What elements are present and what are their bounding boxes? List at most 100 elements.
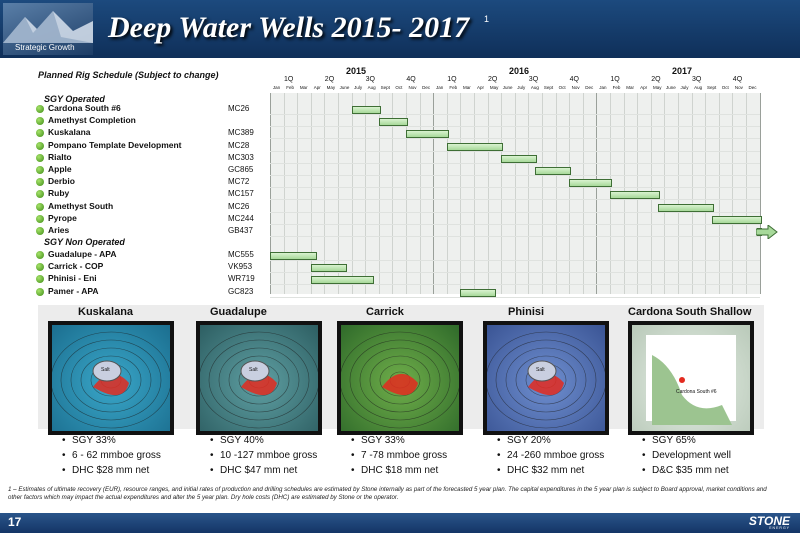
well-name: Phinisi - Eni (48, 273, 97, 284)
grid-line (365, 93, 367, 294)
block-number: MC389 (228, 128, 254, 138)
row-divider (270, 126, 760, 128)
block-number: GC865 (228, 165, 254, 174)
block-number: MC28 (228, 140, 250, 150)
month-label: Apr (476, 85, 484, 90)
month-label: Nov (408, 85, 417, 90)
schedule-bar (569, 179, 612, 188)
block-number: GB437 (228, 226, 253, 235)
month-label: Dec (585, 85, 594, 90)
header-banner: Strategic Growth Deep Water Wells 2015- … (0, 0, 800, 58)
month-label: Sept (543, 85, 554, 90)
prospect-bullet: Development well (642, 450, 731, 461)
quarter-label: 2Q (488, 76, 498, 83)
month-label: Oct (721, 85, 729, 90)
grid-line (759, 93, 761, 294)
contour-map-icon (339, 331, 461, 429)
month-label: Feb (449, 85, 458, 90)
month-label: Nov (571, 85, 580, 90)
prospect-bullet: 24 -260 mmboe gross (497, 450, 604, 461)
month-label: June (339, 85, 350, 90)
block-number: GC823 (228, 286, 254, 296)
block-number: WR719 (228, 274, 255, 284)
month-label: May (326, 85, 336, 90)
grid-line (596, 93, 598, 294)
quarter-label: 4Q (406, 76, 416, 83)
month-label: Apr (313, 85, 321, 90)
row-divider (270, 138, 760, 140)
prospect-map (337, 321, 463, 435)
row-divider (270, 284, 760, 286)
status-dot-icon (36, 251, 44, 259)
map-label: Salt (101, 367, 110, 373)
row-divider (270, 296, 760, 298)
month-label: June (502, 85, 513, 90)
well-name: Pyrope (48, 212, 77, 223)
prospect-bullet: DHC $18 mm net (351, 465, 438, 476)
prospect-bullet: DHC $32 mm net (497, 465, 584, 476)
status-dot-icon (36, 153, 44, 162)
quarter-label: 4Q (569, 76, 579, 83)
month-label: May (653, 85, 662, 90)
prospect-map: Salt (483, 321, 609, 435)
quarter-label: 1Q (284, 76, 294, 83)
prospect-map: Salt (48, 321, 174, 435)
grid-line (433, 93, 435, 294)
grid-line (283, 93, 285, 294)
prospect-title: Kuskalana (78, 306, 134, 318)
company-logo: Strategic Growth (3, 3, 93, 55)
row-divider (270, 223, 760, 225)
quarter-label: 2Q (324, 76, 335, 83)
grid-line (460, 93, 462, 294)
year-label: 2015 (346, 66, 367, 76)
schedule-bar (406, 130, 449, 139)
status-dot-icon (36, 129, 44, 138)
prospect-title: Guadalupe (210, 306, 267, 318)
grid-line (378, 93, 380, 294)
well-name: Ruby (48, 188, 70, 199)
quarter-label: 4Q (732, 76, 743, 83)
brand-logo: STONE (748, 514, 790, 528)
well-name: Guadalupe - APA (48, 249, 117, 259)
row-divider (270, 260, 760, 261)
row-divider (270, 199, 760, 201)
contour-map-icon (198, 331, 320, 429)
month-label: Mar (626, 85, 634, 90)
status-dot-icon (36, 227, 44, 235)
month-label: June (666, 85, 676, 90)
month-label: Oct (558, 85, 566, 90)
block-number: MC157 (228, 189, 254, 199)
grid-line (310, 93, 312, 294)
prospect-bullet: SGY 65% (642, 435, 696, 446)
quarter-label: 3Q (692, 76, 702, 83)
grid-line (664, 93, 666, 294)
month-label: Mar (463, 85, 471, 90)
schedule-bar (310, 264, 347, 273)
schedule-bar (535, 167, 572, 175)
grid-line (487, 93, 489, 294)
prospect-title: Cardona South Shallow (628, 306, 752, 318)
schedule-bar (712, 215, 762, 224)
prospect-bullet: D&C $35 mm net (642, 465, 729, 476)
block-number: MC555 (228, 250, 254, 259)
grid-line (406, 93, 407, 294)
status-dot-icon (36, 287, 44, 296)
brand-subtitle: ENERGY (769, 526, 790, 530)
grid-line (555, 93, 557, 294)
well-name: Apple (48, 164, 72, 174)
well-name: Kuskalana (48, 127, 91, 138)
month-label: Jan (599, 85, 607, 90)
status-dot-icon (36, 141, 44, 150)
map-label: Salt (249, 367, 258, 373)
row-divider (270, 187, 760, 189)
quarter-label: 2Q (651, 76, 661, 83)
contour-map-icon (646, 335, 736, 425)
row-divider (270, 236, 760, 237)
continuation-arrow-icon (755, 225, 778, 239)
schedule-bar (501, 154, 538, 163)
month-label: Mar (299, 85, 308, 90)
schedule-title: Planned Rig Schedule (Subject to change) (38, 70, 219, 80)
month-label: Aug (367, 85, 376, 90)
grid-line (297, 93, 299, 294)
status-dot-icon (36, 117, 44, 126)
